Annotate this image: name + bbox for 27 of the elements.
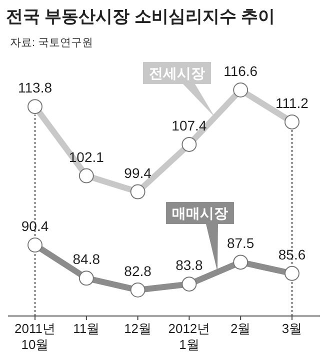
data-label: 107.4 xyxy=(172,117,207,134)
chart-title: 전국 부동산시장 소비심리지수 추이 xyxy=(6,7,276,26)
data-label: 85.6 xyxy=(278,246,306,262)
point xyxy=(78,270,94,286)
data-label: 84.8 xyxy=(72,251,100,268)
x-tick-label: 11월 xyxy=(73,321,100,336)
point xyxy=(182,276,197,292)
text: 자료: 국토연구원 xyxy=(10,37,94,49)
data-label: 90.4 xyxy=(21,218,49,234)
data-label: 102.1 xyxy=(68,148,104,165)
x-tick-label: 2012년 1월 xyxy=(168,321,210,352)
point xyxy=(233,254,248,270)
data-label: 113.8 xyxy=(18,80,52,96)
data-label: 82.8 xyxy=(124,263,152,279)
point xyxy=(130,282,146,298)
data-label: 116.6 xyxy=(224,63,258,79)
x-tick-label: 12월 xyxy=(124,321,152,336)
x-tick-label: 2011년 10월 xyxy=(14,321,56,352)
point xyxy=(284,266,300,281)
매매시장: 90.4 84.8 82.8 83.8 87.5 85.6 매매시장 xyxy=(21,205,306,298)
data-label: 111.2 xyxy=(276,94,309,111)
data-label: 99.4 xyxy=(124,164,152,181)
data-label: 87.5 xyxy=(226,235,254,252)
x-tick-label: 3월 xyxy=(282,321,302,336)
x-tick-label: 2월 xyxy=(230,321,251,336)
point xyxy=(28,238,42,253)
data-label: 83.8 xyxy=(176,257,204,274)
